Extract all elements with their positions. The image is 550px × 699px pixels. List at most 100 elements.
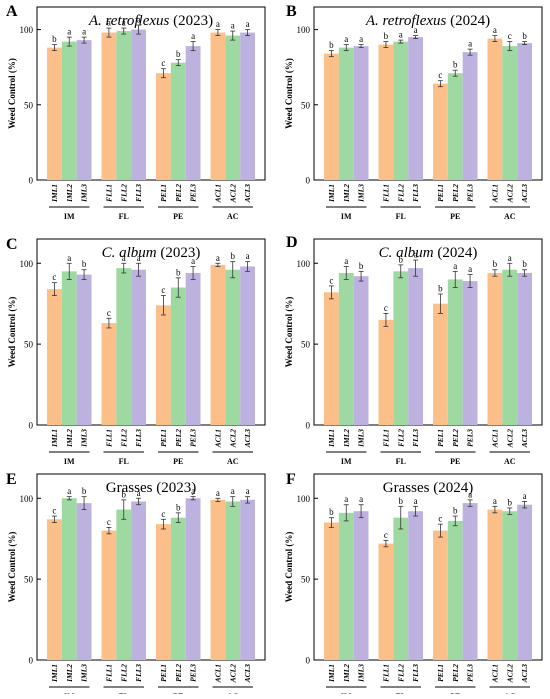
panel-c-group-label: AC <box>227 457 239 466</box>
panel-a-bar-fll3 <box>131 29 146 181</box>
panel-d-bar-pel1 <box>433 303 448 425</box>
panel-c-xtick-label: IML1 <box>50 429 59 448</box>
panel-c-ytick-label: 50 <box>24 340 34 350</box>
panel-b-xtick-label: FLL2 <box>396 184 405 202</box>
panel-c-title-species: C. album <box>102 245 157 261</box>
panel-e-bar-fll2 <box>116 509 132 660</box>
panel-a-sig-letter: a <box>122 18 126 28</box>
panel-b-letter: B <box>286 3 297 20</box>
panel-a-sig-letter: b <box>52 34 57 44</box>
panel-c-xtick-label: IML3 <box>80 429 89 448</box>
panel-f-sig-letter: b <box>453 506 458 516</box>
panel-f-letter: F <box>286 471 296 488</box>
panel-c-title-year: (2023) <box>157 245 201 261</box>
panel-d-sig-letter: a <box>344 256 348 266</box>
panel-a-xtick-label: PEL1 <box>159 184 168 202</box>
panel-f-sig-letter: c <box>384 530 388 540</box>
panel-a-sig-letter: a <box>231 21 235 31</box>
panel-d-sig-letter: b <box>399 254 404 264</box>
panel-b-ytick-label: 0 <box>306 176 311 186</box>
panel-e-ytick-label: 50 <box>24 575 34 585</box>
panel-d-xtick-label: ACL3 <box>520 429 529 449</box>
panel-a-sig-letter: a <box>246 19 250 29</box>
panel-b-bar-pel1 <box>433 83 448 180</box>
panel-b-xtick-label: ACL2 <box>505 184 514 204</box>
panel-c-group-label: PE <box>173 457 183 466</box>
panel-f-bar-fll2 <box>393 517 409 660</box>
panel-a-sig-letter: b <box>176 49 181 59</box>
panel-a-sig-letter: a <box>67 27 71 37</box>
panel-b-sig-letter: b <box>522 31 527 41</box>
panel-c-ytick-label: 100 <box>20 259 34 269</box>
panel-b-ytick-label: 100 <box>297 25 311 35</box>
panel-d-sig-letter: a <box>414 250 418 260</box>
panel-a-bar-acl3 <box>240 32 255 180</box>
panel-f-sig-letter: a <box>359 494 363 504</box>
panel-b-xtick-label: PEL2 <box>451 184 460 202</box>
panel-b-sig-letter: a <box>399 30 403 40</box>
panel-e-bar-acl1 <box>210 499 226 660</box>
panel-c-ytick-label: 0 <box>29 421 34 431</box>
panel-a-title-species: A. retroflexus <box>88 13 170 29</box>
panel-e-xtick-label: IML2 <box>65 664 74 683</box>
panel-a-xtick-label: ACL2 <box>228 184 237 204</box>
panel-e-ytick-label: 0 <box>29 656 34 666</box>
panel-c-group-label: IM <box>64 457 75 466</box>
panel-b-group-label: PE <box>450 212 460 221</box>
panel-d-sig-letter: b <box>522 259 527 269</box>
panel-e-sig-letter: a <box>137 488 141 498</box>
panel-f-xtick-label: PEL3 <box>466 664 475 682</box>
panel-e-bar-acl2 <box>225 501 241 660</box>
panel-b-bar-acl2 <box>502 46 518 181</box>
panel-d-xtick-label: FLL2 <box>396 429 405 447</box>
panel-d-xtick-label: PEL1 <box>436 429 445 447</box>
panel-c-bar-acl2 <box>225 269 241 425</box>
panel-a-xtick-label: FLL3 <box>134 184 143 202</box>
panel-b-sig-letter: a <box>359 34 363 44</box>
panel-f-sig-letter: a <box>344 494 348 504</box>
panel-a-sig-letter: a <box>137 15 141 25</box>
panel-f-xtick-label: ACL3 <box>520 664 529 684</box>
panel-d-sig-letter: a <box>468 264 472 274</box>
panel-d-sig-letter: a <box>508 253 512 263</box>
panel-b-bar-iml2 <box>338 47 354 181</box>
panel-e-title-year: Grasses (2023) <box>106 480 196 496</box>
panel-f-bar-pel3 <box>462 503 478 660</box>
panel-b-bar-fll2 <box>393 41 409 180</box>
panel-e-bar-fll3 <box>131 501 146 660</box>
panel-b-sig-letter: c <box>508 31 512 41</box>
panel-f-sig-letter: c <box>438 514 442 524</box>
panel-a-title-year: (2023) <box>169 13 213 29</box>
panel-f-xtick-label: IML2 <box>342 664 351 683</box>
panel-a-group-label: PE <box>173 212 183 221</box>
panel-a-ytick-label: 100 <box>20 25 34 35</box>
panel-f-xtick-label: IML1 <box>327 664 336 683</box>
panel-b-group-label: IM <box>341 212 352 221</box>
panel-e-sig-letter: a <box>246 486 250 496</box>
panel-a-xtick-label: PEL2 <box>174 184 183 202</box>
panel-c-bar-fll1 <box>101 323 117 425</box>
panel-f-bar-fll3 <box>408 511 423 660</box>
panel-a-sig-letter: a <box>191 31 195 41</box>
panel-e-xtick-label: FLL1 <box>104 664 113 682</box>
panel-f-sig-letter: b <box>508 497 513 507</box>
panel-c-sig-letter: a <box>191 256 195 266</box>
panel-d-title: C. album (2024) <box>379 245 478 261</box>
panel-b-bar-iml1 <box>324 53 339 180</box>
panel-b-ylabel: Weed Control (%) <box>284 58 294 129</box>
panel-d-xtick-label: PEL3 <box>466 429 475 447</box>
panel-b-xtick-label: IML3 <box>357 184 366 203</box>
panel-a-xtick-label: IML3 <box>80 184 89 203</box>
panel-b-chart: B 0 50 100 Weed Control (%) A. retroflexus (2… <box>284 3 543 221</box>
panel-f-bar-pel2 <box>447 520 463 660</box>
panel-f-ylabel: Weed Control (%) <box>284 532 294 603</box>
panel-c-xtick-label: PEL2 <box>174 429 183 447</box>
panel-c-xtick-label: FLL1 <box>104 429 113 447</box>
panel-e-sig-letter: c <box>161 509 165 519</box>
panel-d-bar-iml1 <box>324 292 339 425</box>
panel-f-bar-acl2 <box>502 511 518 660</box>
panel-e-sig-letter: b <box>122 489 127 499</box>
panel-b-group-label: AC <box>504 212 516 221</box>
panel-b-sig-letter: b <box>329 40 334 50</box>
panel-f-xtick-label: ACL2 <box>505 664 514 684</box>
